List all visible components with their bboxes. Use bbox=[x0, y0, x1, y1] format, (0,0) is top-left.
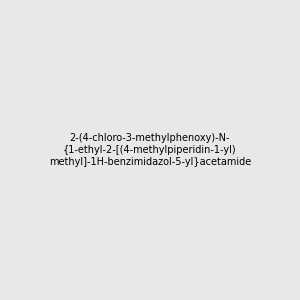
Text: 2-(4-chloro-3-methylphenoxy)-N-
{1-ethyl-2-[(4-methylpiperidin-1-yl)
methyl]-1H-: 2-(4-chloro-3-methylphenoxy)-N- {1-ethyl… bbox=[49, 134, 251, 166]
